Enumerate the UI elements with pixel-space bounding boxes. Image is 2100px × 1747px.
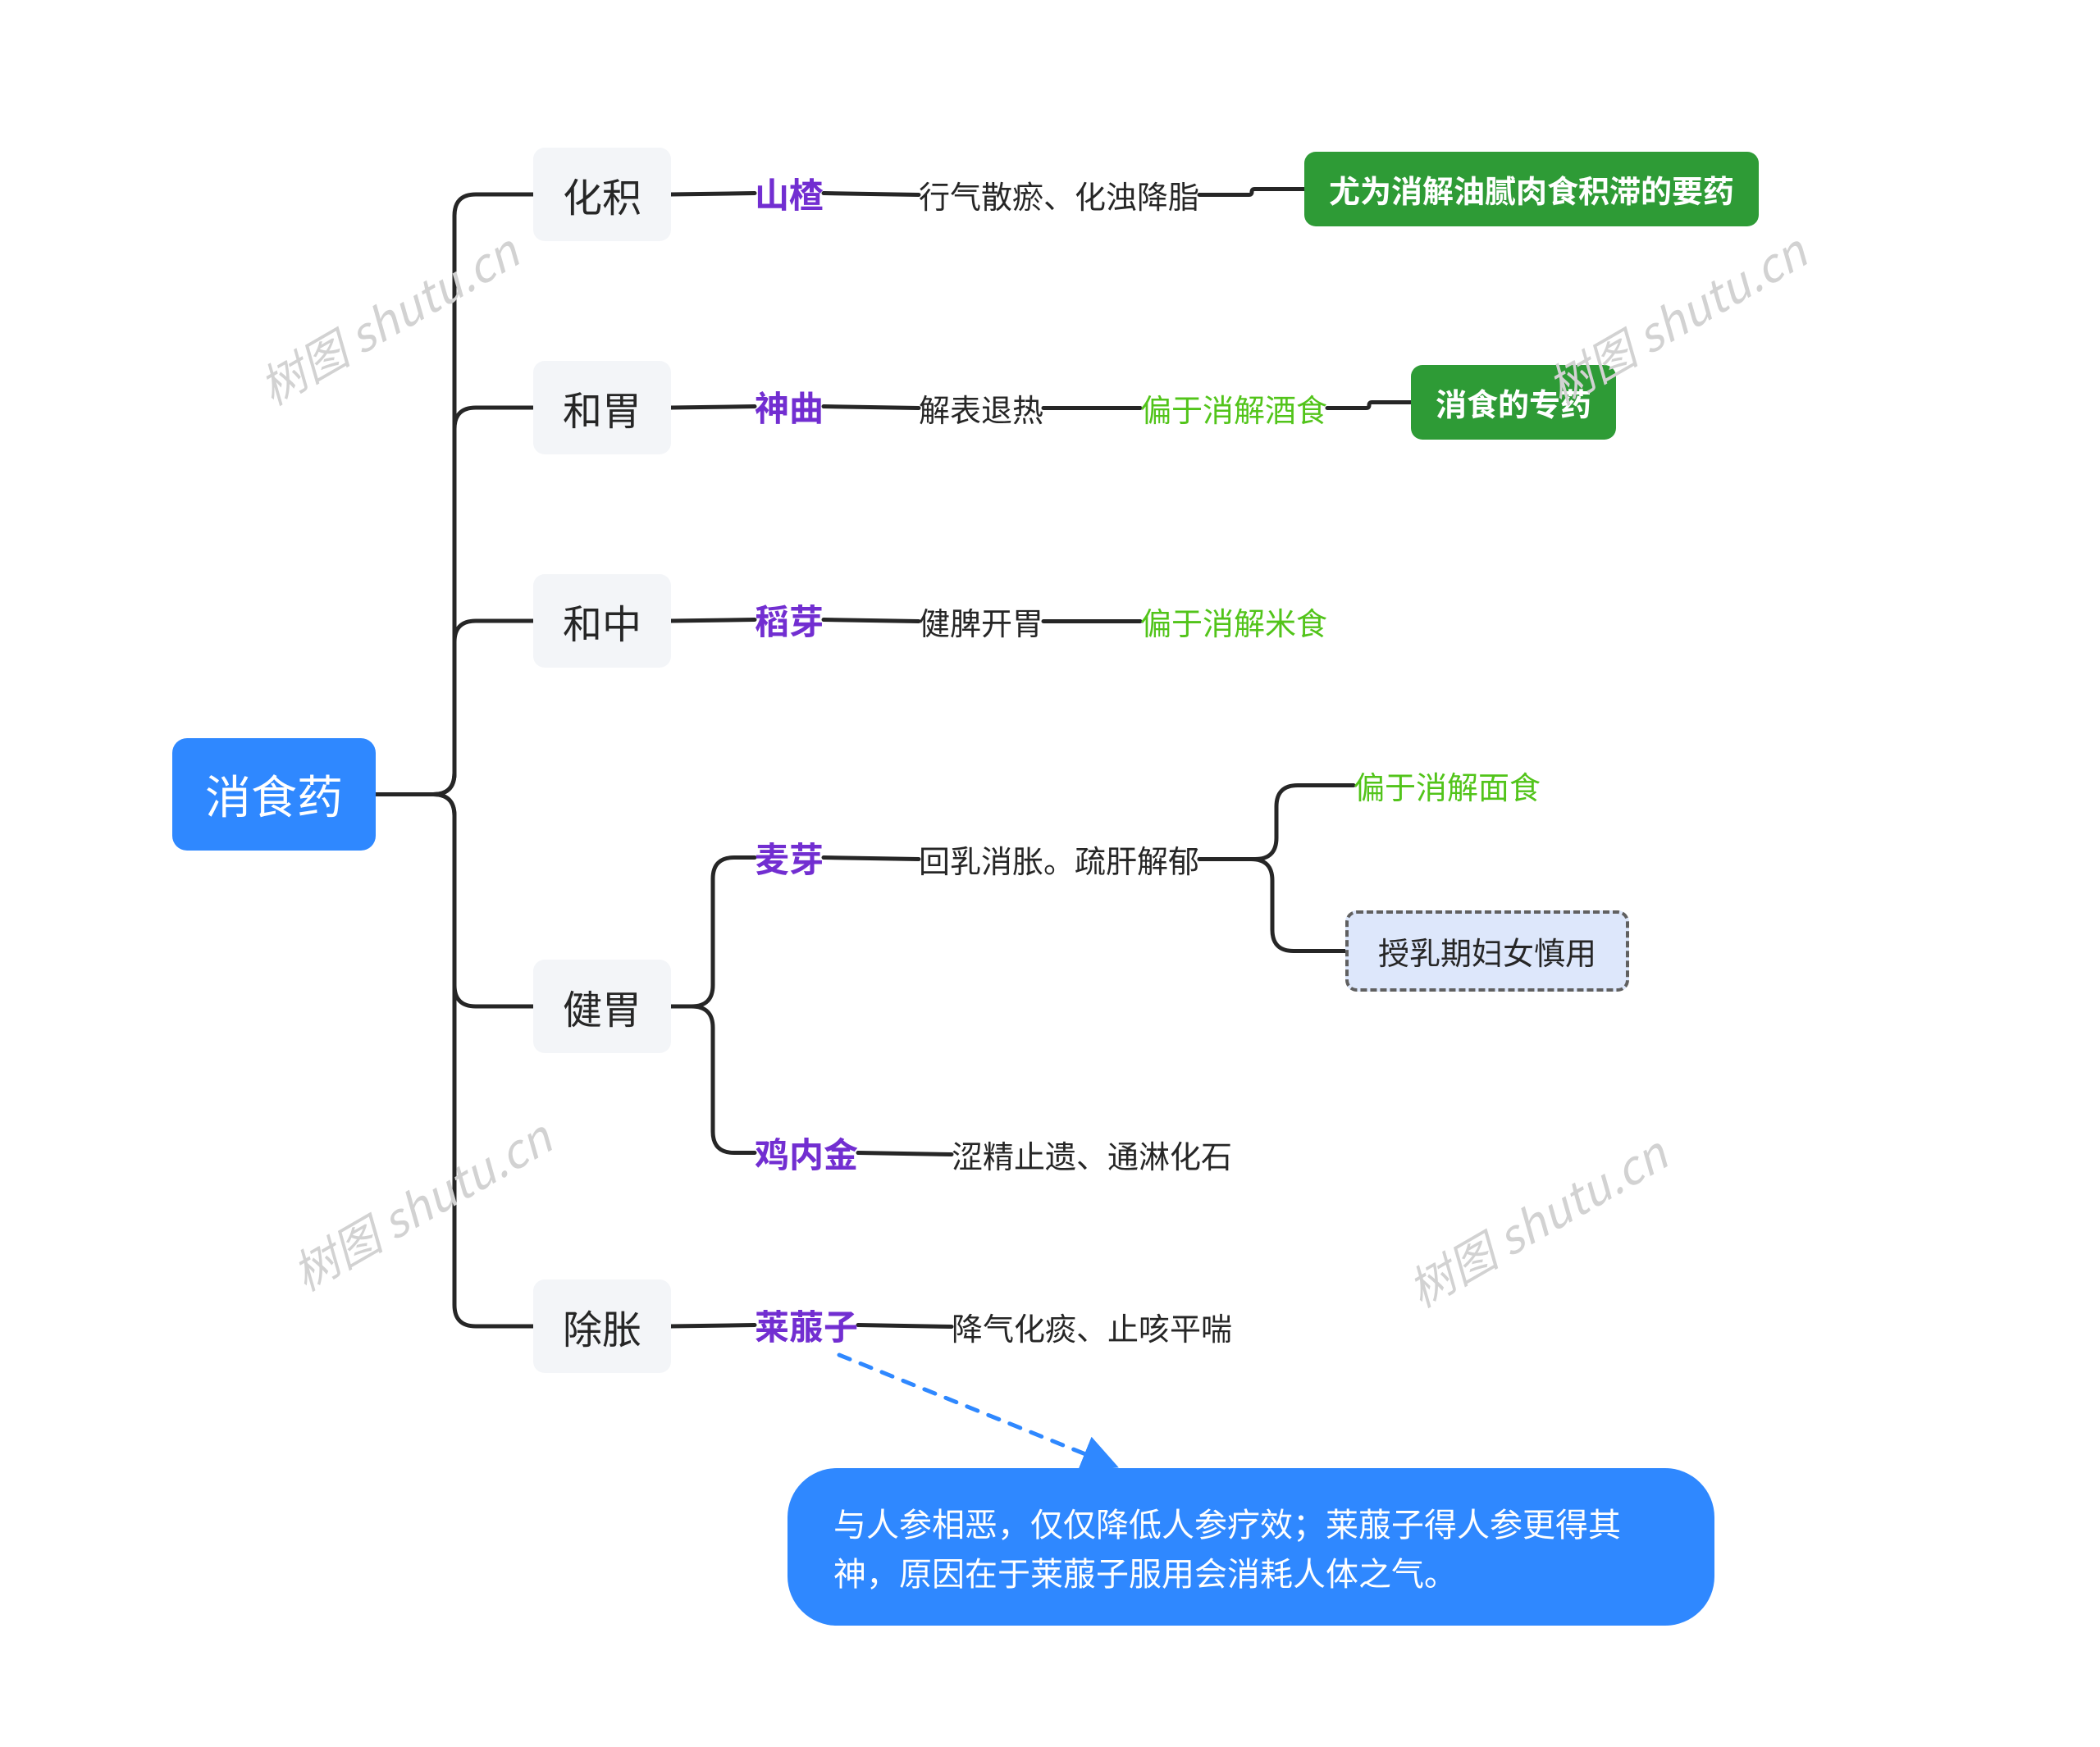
root-node: 消食药: [172, 738, 376, 851]
highlight-node: 消食的专药: [1411, 365, 1616, 440]
mindmap-canvas: 消食药 化积 和胃 和中 健胃 除胀 山楂 神曲 稻芽 麦芽 鸡内金 莱菔子 行…: [0, 0, 2100, 1747]
desc-node: 降气化痰、止咳平喘: [952, 1304, 1232, 1349]
herb-node: 神曲: [755, 381, 824, 431]
category-node: 健胃: [533, 960, 671, 1053]
desc-node: 解表退热: [919, 385, 1043, 431]
subdesc-node: 偏于消解米食: [1140, 599, 1327, 644]
subdesc-node: 偏于消解面食: [1354, 763, 1541, 808]
herb-node: 稻芽: [755, 595, 824, 645]
callout-bubble: 与人参相恶，仅仅降低人参疗效；莱菔子得人参更得其神，原因在于莱菔子服用会消耗人体…: [788, 1468, 1714, 1626]
category-node: 和胃: [533, 361, 671, 454]
herb-node: 山楂: [755, 168, 824, 218]
category-node: 除胀: [533, 1279, 671, 1373]
watermark: 树图 shutu.cn: [246, 217, 529, 418]
subdesc-node: 偏于消解酒食: [1140, 385, 1327, 431]
desc-node: 回乳消胀。疏肝解郁: [919, 837, 1199, 882]
category-node: 和中: [533, 574, 671, 668]
category-node: 化积: [533, 148, 671, 241]
watermark: 树图 shutu.cn: [1395, 1119, 1678, 1321]
desc-node: 行气散瘀、化浊降脂: [919, 172, 1199, 217]
caution-node: 授乳期妇女慎用: [1345, 910, 1629, 992]
herb-node: 莱菔子: [755, 1300, 858, 1350]
desc-node: 涩精止遗、通淋化石: [952, 1132, 1232, 1177]
herb-node: 鸡内金: [755, 1128, 858, 1178]
herb-node: 麦芽: [755, 832, 824, 883]
desc-node: 健脾开胃: [919, 599, 1043, 644]
highlight-node: 尤为消解油腻肉食积滞的要药: [1304, 152, 1759, 226]
watermark: 树图 shutu.cn: [279, 1102, 562, 1304]
